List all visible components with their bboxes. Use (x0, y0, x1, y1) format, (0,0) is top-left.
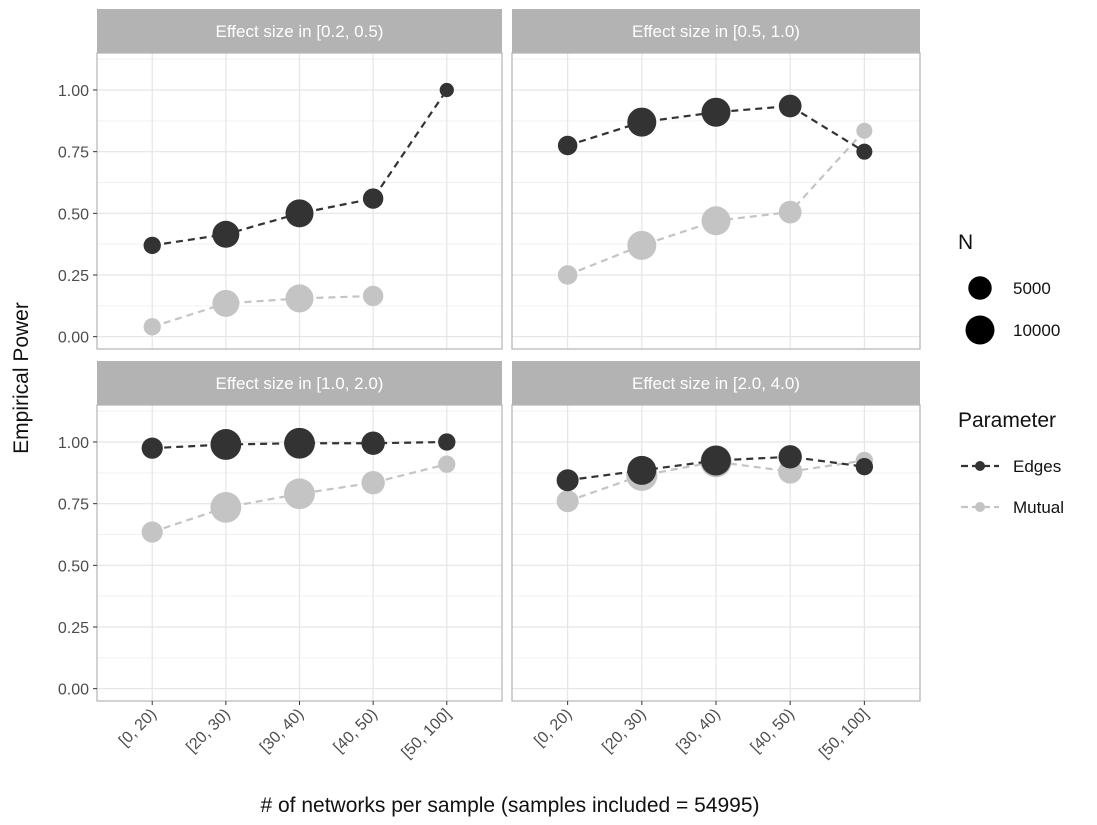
facet-strip-title: Effect size in [2.0, 4.0) (632, 374, 800, 393)
data-point-edges (855, 457, 874, 476)
data-point-edges (627, 455, 657, 485)
panel-border (511, 52, 921, 350)
x-tick-label: [20, 30) (183, 706, 233, 756)
facet-strip (512, 9, 920, 53)
data-point-edges (362, 188, 384, 209)
facet-strip-title: Effect size in [1.0, 2.0) (216, 374, 384, 393)
facet-panels: Effect size in [0.2, 0.5) 0.00 0.25 0.50 0.7… (58, 9, 921, 762)
facet-panel: Effect size in [0.2, 0.5) 0.00 0.25 0.50 0.7… (58, 9, 503, 350)
data-point-mutual (556, 490, 579, 513)
data-point-edges (778, 445, 802, 469)
y-tick-label: 1.00 (58, 83, 89, 100)
data-point-edges (284, 427, 315, 459)
legend-color-title: Parameter (958, 409, 1056, 432)
facet-strip-title: Effect size in [0.2, 0.5) (216, 22, 384, 41)
data-point-edges (778, 94, 802, 118)
x-tick-label: [20, 30) (599, 706, 649, 756)
x-tick-label: [50, 100] (816, 706, 872, 762)
facet-strip (97, 361, 502, 405)
x-axis-title: # of networks per sample (samples includ… (260, 794, 759, 817)
data-point-mutual (284, 478, 315, 510)
facet-strip (512, 361, 920, 405)
x-tick-label: [0, 20) (531, 706, 575, 750)
facet-panel: Effect size in [1.0, 2.0) 0.00 0.25 0.50 0.7… (58, 361, 503, 762)
x-tick-label: [40, 50) (331, 706, 381, 756)
legend-key-point (975, 461, 985, 471)
y-tick-label: 0.25 (58, 268, 89, 285)
series-line-mutual (567, 459, 865, 503)
series-line-edges (152, 89, 448, 247)
series-line-edges (567, 104, 865, 153)
panel-border (96, 52, 503, 350)
series-line-mutual (151, 463, 448, 534)
y-tick-label: 0.75 (58, 497, 89, 514)
data-point-edges (627, 107, 657, 137)
data-point-edges (143, 236, 161, 255)
data-point-mutual (557, 265, 578, 285)
facet-strip-title: Effect size in [0.5, 1.0) (632, 22, 800, 41)
data-point-mutual (361, 470, 385, 495)
data-point-edges (701, 445, 731, 476)
legend-size-label: 5000 (1013, 279, 1051, 298)
data-point-edges (285, 199, 314, 228)
data-point-mutual (143, 318, 161, 336)
legend-key-point (975, 502, 985, 512)
legend-size-title: N (958, 231, 973, 254)
data-point-mutual (141, 521, 163, 543)
data-point-mutual (285, 284, 314, 313)
facet-panel: Effect size in [0.5, 1.0) (511, 9, 921, 350)
data-point-mutual (362, 285, 384, 307)
y-tick-label: 0.50 (58, 558, 89, 575)
y-tick-label: 0.00 (58, 682, 89, 699)
legend: N 5000 10000 Parameter Edges Mutual (958, 231, 1064, 517)
facet-panel: Effect size in [2.0, 4.0) [0, 20) [20, 30)… (511, 361, 921, 762)
data-point-edges (438, 433, 456, 451)
x-tick-label: [50, 100] (399, 706, 455, 762)
legend-size-label: 10000 (1013, 321, 1060, 340)
y-axis-title: Empirical Power (10, 302, 33, 454)
y-tick-label: 1.00 (58, 435, 89, 452)
y-tick-label: 0.25 (58, 620, 89, 637)
legend-size-key (968, 276, 992, 300)
x-tick-label: [40, 50) (748, 706, 798, 756)
data-point-mutual (627, 230, 657, 260)
data-point-mutual (701, 206, 731, 236)
legend-color-label: Mutual (1013, 498, 1064, 517)
x-tick-label: [0, 20) (116, 706, 160, 750)
y-tick-label: 0.00 (58, 330, 89, 347)
data-point-mutual (210, 491, 242, 523)
legend-color-label: Edges (1013, 457, 1061, 476)
data-point-edges (210, 429, 242, 460)
data-point-mutual (856, 122, 873, 139)
y-tick-label: 0.75 (58, 145, 89, 162)
legend-size-key (965, 315, 995, 345)
data-point-mutual (438, 455, 456, 473)
y-tick-label: 0.50 (58, 206, 89, 223)
data-point-edges (212, 220, 240, 248)
series-line-mutual (151, 294, 374, 328)
data-point-edges (361, 431, 385, 455)
x-tick-label: [30, 40) (257, 706, 307, 756)
data-point-edges (701, 97, 731, 127)
x-tick-label: [30, 40) (673, 706, 723, 756)
data-point-edges (856, 143, 873, 160)
data-point-edges (556, 469, 579, 492)
data-point-mutual (778, 200, 802, 224)
data-point-edges (439, 82, 454, 98)
facet-strip (97, 9, 502, 53)
data-point-edges (141, 437, 163, 459)
data-point-edges (557, 135, 578, 156)
data-point-mutual (212, 289, 240, 317)
